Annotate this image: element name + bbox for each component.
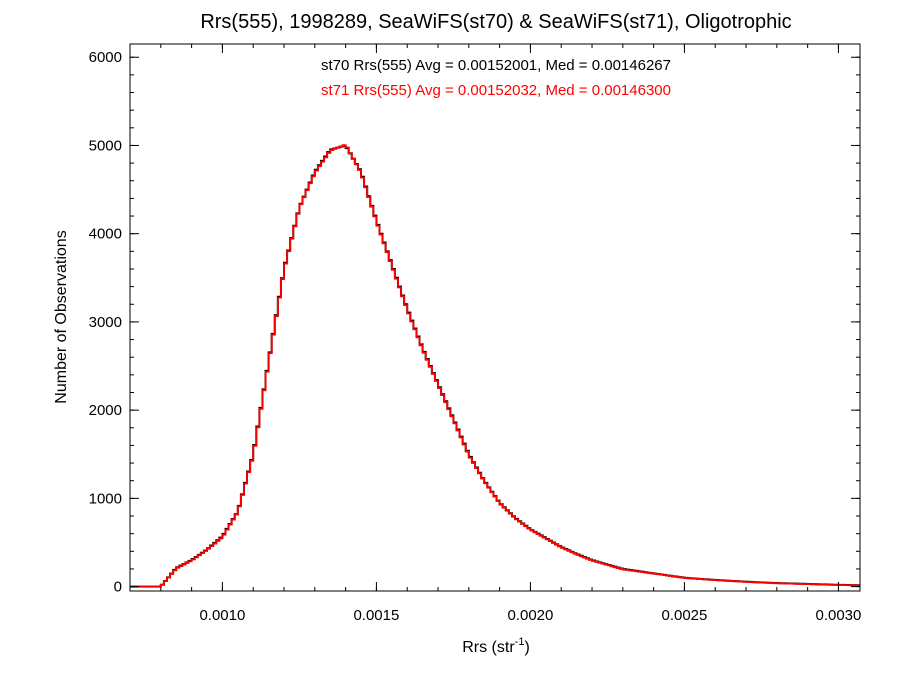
y-tick-label: 3000 xyxy=(89,314,122,331)
y-tick-label: 2000 xyxy=(89,402,122,419)
x-tick-label: 0.0030 xyxy=(815,607,861,624)
x-axis-title: Rrs (str-1) xyxy=(462,636,530,656)
y-tick-label: 0 xyxy=(114,579,122,596)
x-tick-label: 0.0025 xyxy=(661,607,707,624)
y-axis-title: Number of Observations xyxy=(53,230,70,403)
series-layer xyxy=(130,144,860,588)
x-axis: 0.0010 0.0015 0.0020 0.0025 0.0030 xyxy=(129,44,861,624)
x-axis-title-main: Rrs (str xyxy=(462,639,515,656)
x-tick-label: 0.0015 xyxy=(353,607,399,624)
y-axis: 0 1000 2000 3000 4000 5000 6000 xyxy=(89,49,860,596)
y-tick-label: 4000 xyxy=(89,226,122,243)
x-tick-label: 0.0010 xyxy=(199,607,245,624)
plot-frame xyxy=(129,43,861,592)
chart-title: Rrs(555), 1998289, SeaWiFS(st70) & SeaWi… xyxy=(200,11,791,33)
x-axis-title-suffix: ) xyxy=(524,639,529,656)
x-tick-label: 0.0020 xyxy=(507,607,553,624)
y-tick-label: 1000 xyxy=(89,490,122,507)
stat-st71: st71 Rrs(555) Avg = 0.00152032, Med = 0.… xyxy=(321,82,671,99)
series-line-st71 xyxy=(130,144,860,588)
y-tick-label: 6000 xyxy=(89,49,122,66)
series-line-st70 xyxy=(130,144,860,588)
stat-st70: st70 Rrs(555) Avg = 0.00152001, Med = 0.… xyxy=(321,57,671,74)
x-axis-title-superscript: -1 xyxy=(515,636,525,648)
y-tick-label: 5000 xyxy=(89,137,122,154)
